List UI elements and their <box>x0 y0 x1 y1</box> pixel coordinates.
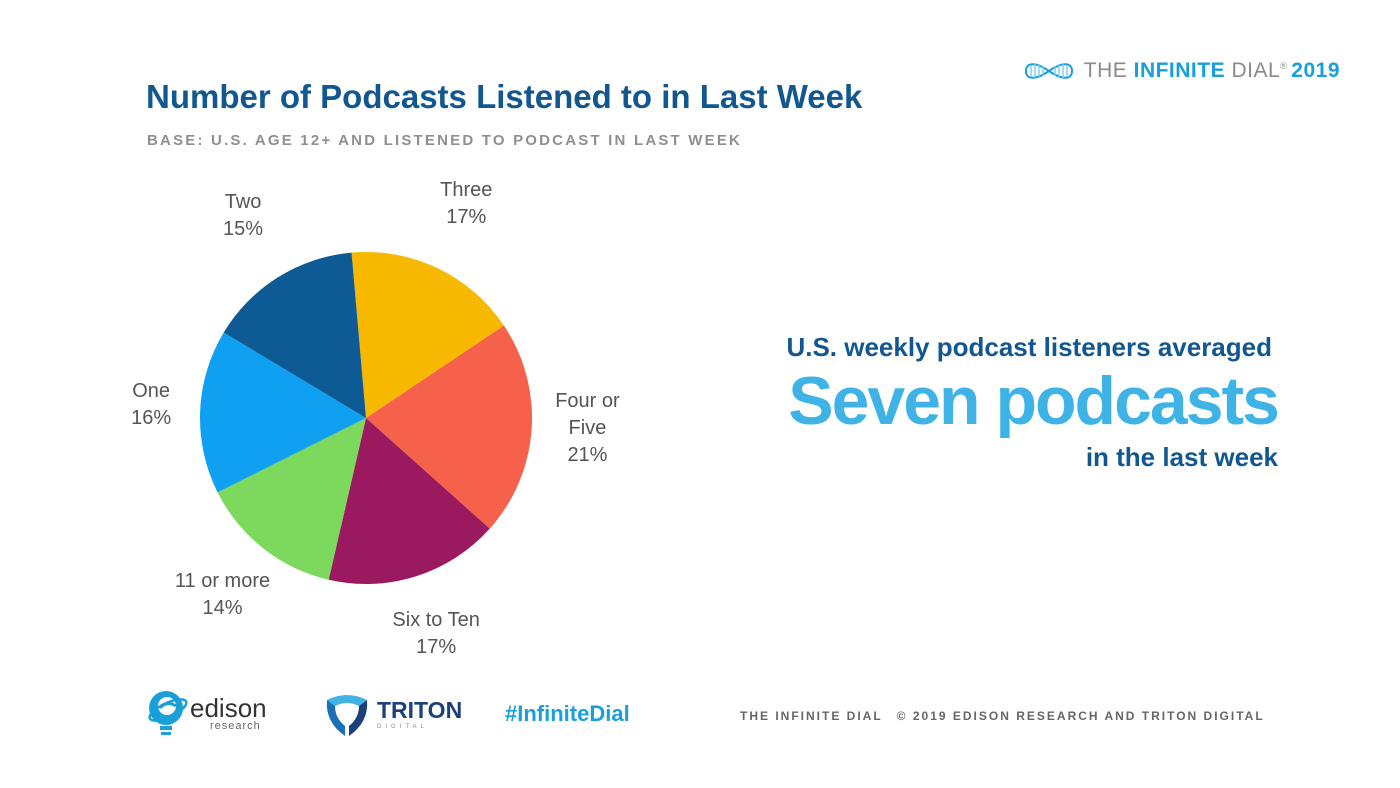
brand-year: 2019 <box>1291 59 1340 82</box>
callout-line1: U.S. weekly podcast listeners averaged <box>786 332 1272 362</box>
pie-label-value: 16% <box>131 406 172 429</box>
pie-label: Three 17% <box>440 177 492 231</box>
brand-suffix: DIAL <box>1225 59 1281 82</box>
pie-label-value: 17% <box>446 205 487 228</box>
pie-label: 11 or more 14% <box>175 568 270 622</box>
pie-label-value: 15% <box>223 218 264 241</box>
pie-label-value: 14% <box>202 597 243 620</box>
triton-mark-icon <box>326 695 368 736</box>
edison-bulb-icon <box>148 691 188 735</box>
brand-registered: ® <box>1280 61 1288 71</box>
pie-chart <box>200 252 532 584</box>
hashtag: #InfiniteDial <box>505 701 630 726</box>
pie-label: One 16% <box>131 378 171 432</box>
pie-label-name: One <box>132 379 171 402</box>
brand-highlight: INFINITE <box>1133 59 1226 82</box>
pie-label-name: Four or <box>555 389 620 412</box>
pie-slice-six-to-ten <box>328 418 490 584</box>
pie-label-name: Six to Ten <box>392 609 480 632</box>
pie-label: Two 15% <box>223 189 263 243</box>
pie-label: Four or Five 21% <box>555 388 619 469</box>
triton-logo: TRITON DIGITAL <box>323 690 462 738</box>
callout-line3: in the last week <box>1085 442 1278 472</box>
callout-big: Seven podcasts <box>788 363 1280 439</box>
pie-label-value: 21% <box>567 443 608 466</box>
pie-label-name: Two <box>224 191 262 214</box>
chart-title: Number of Podcasts Listened to in Last W… <box>146 78 863 115</box>
footer-right: © 2019 EDISON RESEARCH AND TRITON DIGITA… <box>896 709 1265 723</box>
infinite-dial-logo-icon <box>1024 63 1073 79</box>
edison-logo: edison research <box>146 686 267 740</box>
triton-name: TRITON <box>377 696 463 723</box>
pie-slice-one <box>200 332 366 493</box>
pie-slice-two <box>223 252 366 418</box>
edison-sub: research <box>210 719 261 732</box>
pie-slice-four-or-five <box>366 325 532 529</box>
triton-sub: DIGITAL <box>377 723 428 730</box>
brand-prefix: THE <box>1083 59 1134 82</box>
footer-copyright: THE INFINITE DIAL © 2019 EDISON RESEARCH … <box>740 709 1265 723</box>
brand-name: THE INFINITE DIAL® 2019 <box>1084 59 1340 83</box>
pie-label-value: 17% <box>416 636 457 659</box>
chart-subtitle: BASE: U.S. AGE 12+ AND LISTENED TO PODCA… <box>147 132 743 149</box>
pie-slice-three <box>351 252 504 418</box>
pie-label-name: Five <box>568 416 607 439</box>
pie-label-name: 11 or more <box>174 570 271 593</box>
pie-slice-11-or-more <box>217 418 366 580</box>
brand-lockup: THE INFINITE DIAL® 2019 <box>1022 56 1340 86</box>
edison-name: edison <box>190 692 267 723</box>
pie-label-name: Three <box>440 178 493 201</box>
footer-left: THE INFINITE DIAL <box>740 709 883 723</box>
pie-label: Six to Ten 17% <box>392 607 479 661</box>
